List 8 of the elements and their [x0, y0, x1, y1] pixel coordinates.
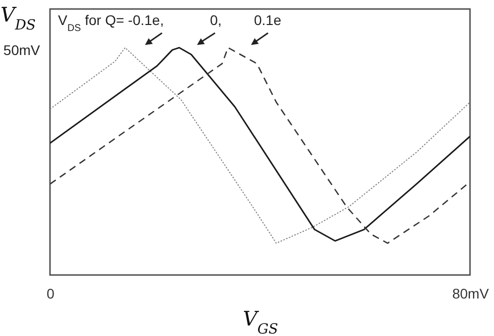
x-axis-title: V$_{GS}$ — [242, 306, 278, 336]
x-tick-label: 80mV — [452, 286, 490, 302]
x-tick-label: 0 — [46, 286, 55, 302]
text: 0.1e — [254, 12, 282, 28]
text: V$_{DS}$ for Q= -0.1e, — [58, 12, 164, 34]
text: 0, — [210, 12, 222, 28]
text: 50mV — [3, 42, 41, 58]
y-axis-title: V$_{DS}$ — [0, 2, 36, 34]
